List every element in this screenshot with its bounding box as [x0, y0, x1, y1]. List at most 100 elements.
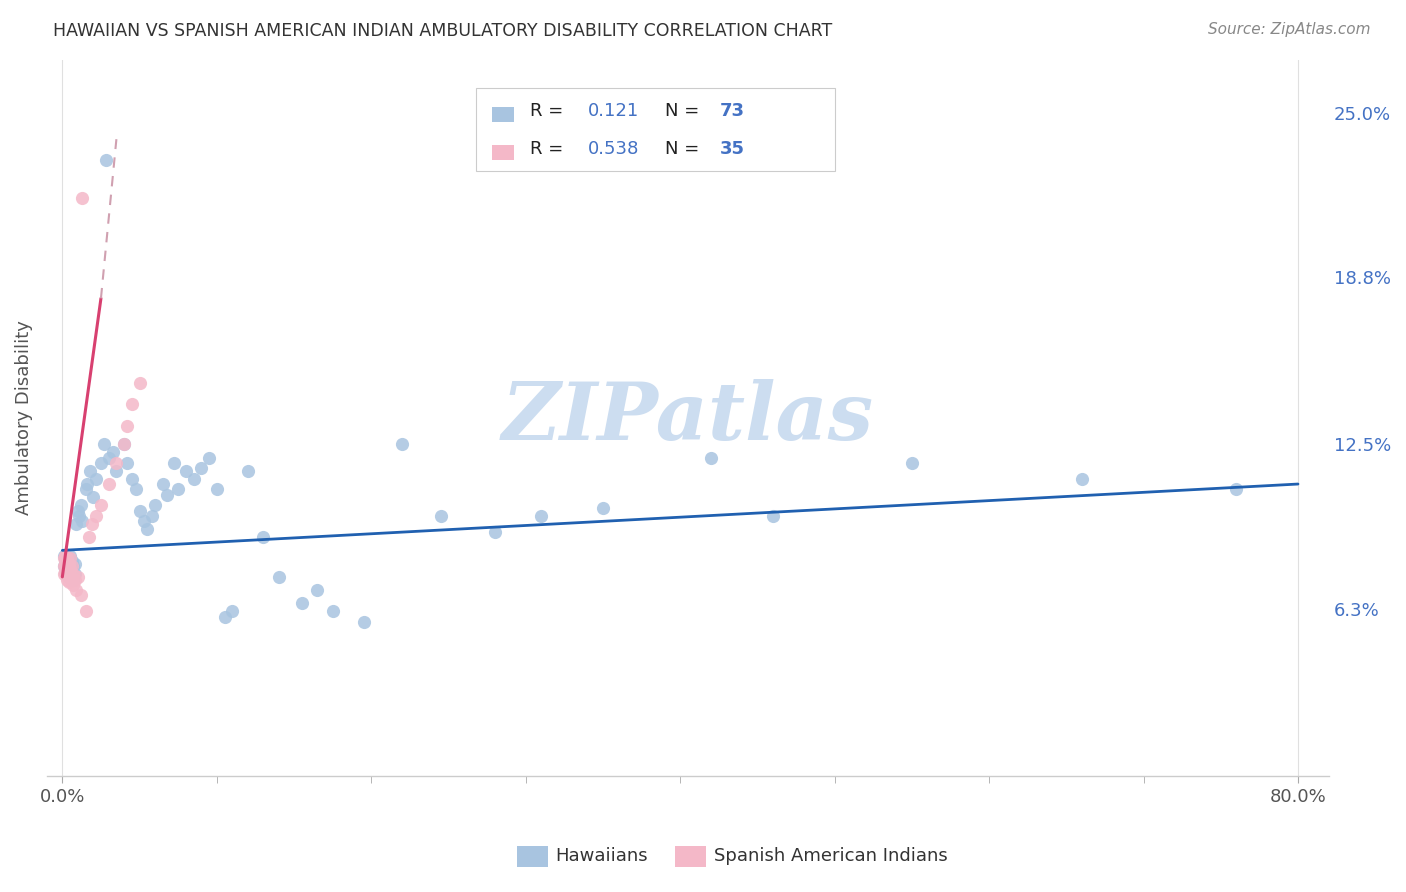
- Point: [183, 472, 205, 486]
- Point: [94, 153, 117, 168]
- Point: [76, 477, 98, 491]
- Point: [115, 456, 138, 470]
- Point: [66, 570, 89, 584]
- Point: [62, 559, 84, 574]
- Point: [484, 524, 506, 539]
- Point: [63, 567, 86, 582]
- Point: [90, 498, 112, 512]
- Point: [90, 456, 112, 470]
- Point: [60, 565, 83, 579]
- Point: [214, 609, 236, 624]
- Point: [55, 565, 77, 579]
- Point: [58, 559, 80, 574]
- Point: [52, 549, 75, 563]
- Text: Source: ZipAtlas.com: Source: ZipAtlas.com: [1208, 22, 1371, 37]
- Point: [156, 488, 179, 502]
- Point: [252, 530, 274, 544]
- Text: Spanish American Indians: Spanish American Indians: [714, 847, 948, 865]
- Point: [56, 551, 79, 566]
- Point: [56, 551, 79, 566]
- Point: [128, 503, 150, 517]
- Point: [128, 376, 150, 391]
- Point: [52, 559, 75, 574]
- Point: [115, 418, 138, 433]
- Point: [97, 450, 120, 465]
- Point: [97, 477, 120, 491]
- Point: [55, 551, 77, 566]
- Point: [58, 575, 80, 590]
- Point: [52, 551, 75, 566]
- Point: [136, 522, 159, 536]
- Point: [75, 483, 97, 497]
- Point: [105, 464, 128, 478]
- Point: [59, 567, 82, 582]
- Point: [291, 596, 314, 610]
- Point: [55, 565, 77, 579]
- Point: [134, 514, 156, 528]
- Point: [190, 461, 212, 475]
- Point: [75, 604, 97, 618]
- FancyBboxPatch shape: [492, 145, 515, 161]
- Point: [72, 514, 94, 528]
- Text: 0.121: 0.121: [588, 102, 640, 120]
- Point: [55, 557, 77, 571]
- FancyBboxPatch shape: [477, 88, 835, 170]
- Point: [59, 549, 82, 563]
- Point: [55, 549, 77, 563]
- Point: [762, 508, 785, 523]
- Point: [58, 570, 80, 584]
- Text: ZIPatlas: ZIPatlas: [502, 379, 875, 457]
- Point: [65, 516, 87, 531]
- Point: [143, 498, 166, 512]
- Point: [63, 573, 86, 587]
- Point: [307, 583, 329, 598]
- Point: [901, 456, 924, 470]
- Point: [112, 437, 135, 451]
- Text: R =: R =: [530, 140, 569, 158]
- Point: [66, 503, 89, 517]
- Point: [56, 573, 79, 587]
- Point: [62, 567, 84, 582]
- Point: [112, 437, 135, 451]
- Point: [322, 604, 344, 618]
- Point: [105, 456, 128, 470]
- Text: Hawaiians: Hawaiians: [555, 847, 648, 865]
- Point: [205, 483, 228, 497]
- Point: [353, 615, 375, 629]
- Point: [267, 570, 290, 584]
- Point: [121, 397, 143, 411]
- Point: [58, 554, 80, 568]
- Text: HAWAIIAN VS SPANISH AMERICAN INDIAN AMBULATORY DISABILITY CORRELATION CHART: HAWAIIAN VS SPANISH AMERICAN INDIAN AMBU…: [53, 22, 832, 40]
- Point: [52, 559, 75, 574]
- Point: [60, 573, 83, 587]
- Point: [391, 437, 413, 451]
- Y-axis label: Ambulatory Disability: Ambulatory Disability: [15, 320, 32, 516]
- Point: [162, 456, 184, 470]
- Point: [52, 567, 75, 582]
- Point: [103, 445, 125, 459]
- Point: [152, 477, 174, 491]
- Point: [236, 464, 259, 478]
- Point: [55, 557, 77, 571]
- Point: [174, 464, 197, 478]
- Point: [60, 554, 83, 568]
- Point: [700, 450, 723, 465]
- Point: [86, 472, 108, 486]
- Point: [592, 500, 614, 515]
- Point: [58, 567, 80, 582]
- Point: [530, 508, 553, 523]
- Point: [59, 557, 82, 571]
- Point: [82, 491, 104, 505]
- Point: [59, 551, 82, 566]
- Point: [80, 516, 103, 531]
- FancyBboxPatch shape: [492, 107, 515, 122]
- Point: [70, 589, 93, 603]
- Point: [1225, 483, 1247, 497]
- Point: [79, 464, 101, 478]
- Point: [67, 508, 90, 523]
- Text: 73: 73: [720, 102, 745, 120]
- Point: [63, 557, 86, 571]
- Text: 0.538: 0.538: [588, 140, 640, 158]
- Point: [56, 562, 79, 576]
- Point: [221, 604, 243, 618]
